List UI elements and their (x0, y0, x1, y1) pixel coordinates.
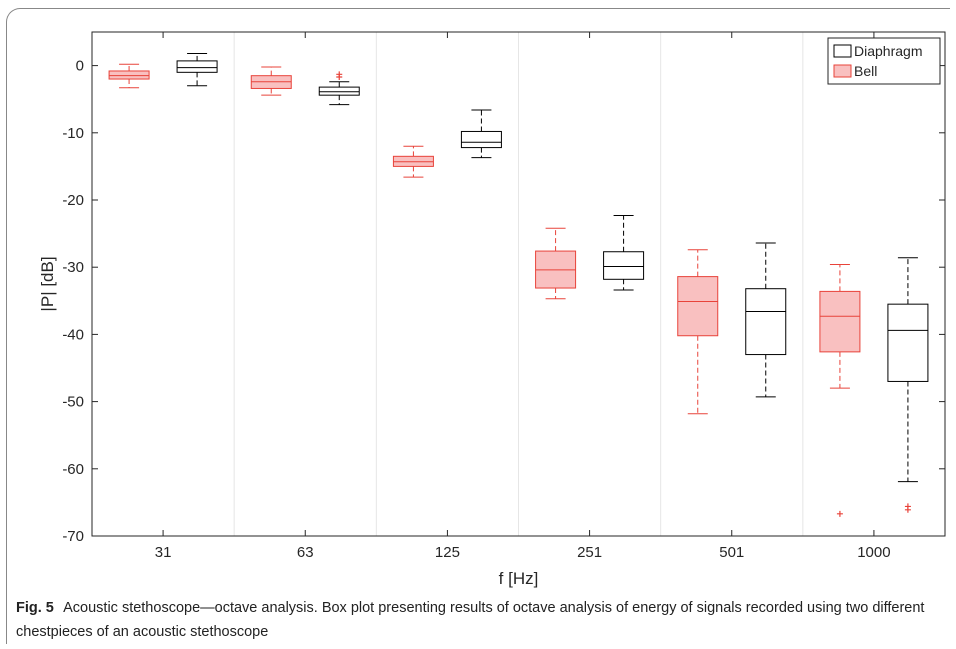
x-tick-label: 125 (435, 544, 460, 561)
legend-swatch-diaphragm (833, 44, 852, 58)
box-plot-chart: 0 -10 -20 -30 -40 -50 -60 -70 31 63 125 251 501 1000 f… (38, 31, 946, 588)
outlier-point (836, 510, 843, 517)
outlier-point (904, 506, 911, 513)
box-diaphragm (603, 251, 645, 280)
outlier-point (336, 74, 343, 81)
figure-frame (6, 8, 950, 644)
legend-label-diaphragm: Diaphragm (854, 43, 922, 59)
y-tick-label: -10 (62, 125, 84, 142)
y-tick-label: -30 (62, 259, 84, 276)
y-tick-label: 0 (76, 58, 84, 75)
y-tick-label: -20 (62, 192, 84, 209)
y-axis-label: |P| [dB] (38, 256, 57, 311)
box-diaphragm (745, 288, 787, 356)
y-tick-label: -60 (62, 461, 84, 478)
x-tick-label: 1000 (857, 544, 890, 561)
figure-caption: Fig. 5 Acoustic stethoscope—octave analy… (16, 596, 946, 644)
x-tick-label: 63 (297, 544, 314, 561)
legend-label-bell: Bell (854, 63, 877, 79)
figure-label: Fig. 5 (16, 600, 54, 616)
box-diaphragm (176, 60, 218, 73)
x-axis-label: f [Hz] (499, 569, 539, 588)
box-bell (677, 276, 719, 337)
box-diaphragm (460, 130, 502, 149)
box-diaphragm (318, 86, 360, 96)
box-bell (108, 70, 150, 80)
axes-border (91, 31, 946, 537)
y-tick-label: -50 (62, 394, 84, 411)
y-tick-label: -70 (62, 528, 84, 545)
box-diaphragm (887, 303, 929, 382)
x-tick-label: 251 (577, 544, 602, 561)
figure-caption-text: Acoustic stethoscope—octave analysis. Bo… (16, 600, 925, 640)
box-bell (819, 290, 861, 353)
x-tick-label: 31 (155, 544, 172, 561)
y-tick-label: -40 (62, 326, 84, 343)
x-tick-label: 501 (719, 544, 744, 561)
legend-swatch-bell (833, 64, 852, 78)
